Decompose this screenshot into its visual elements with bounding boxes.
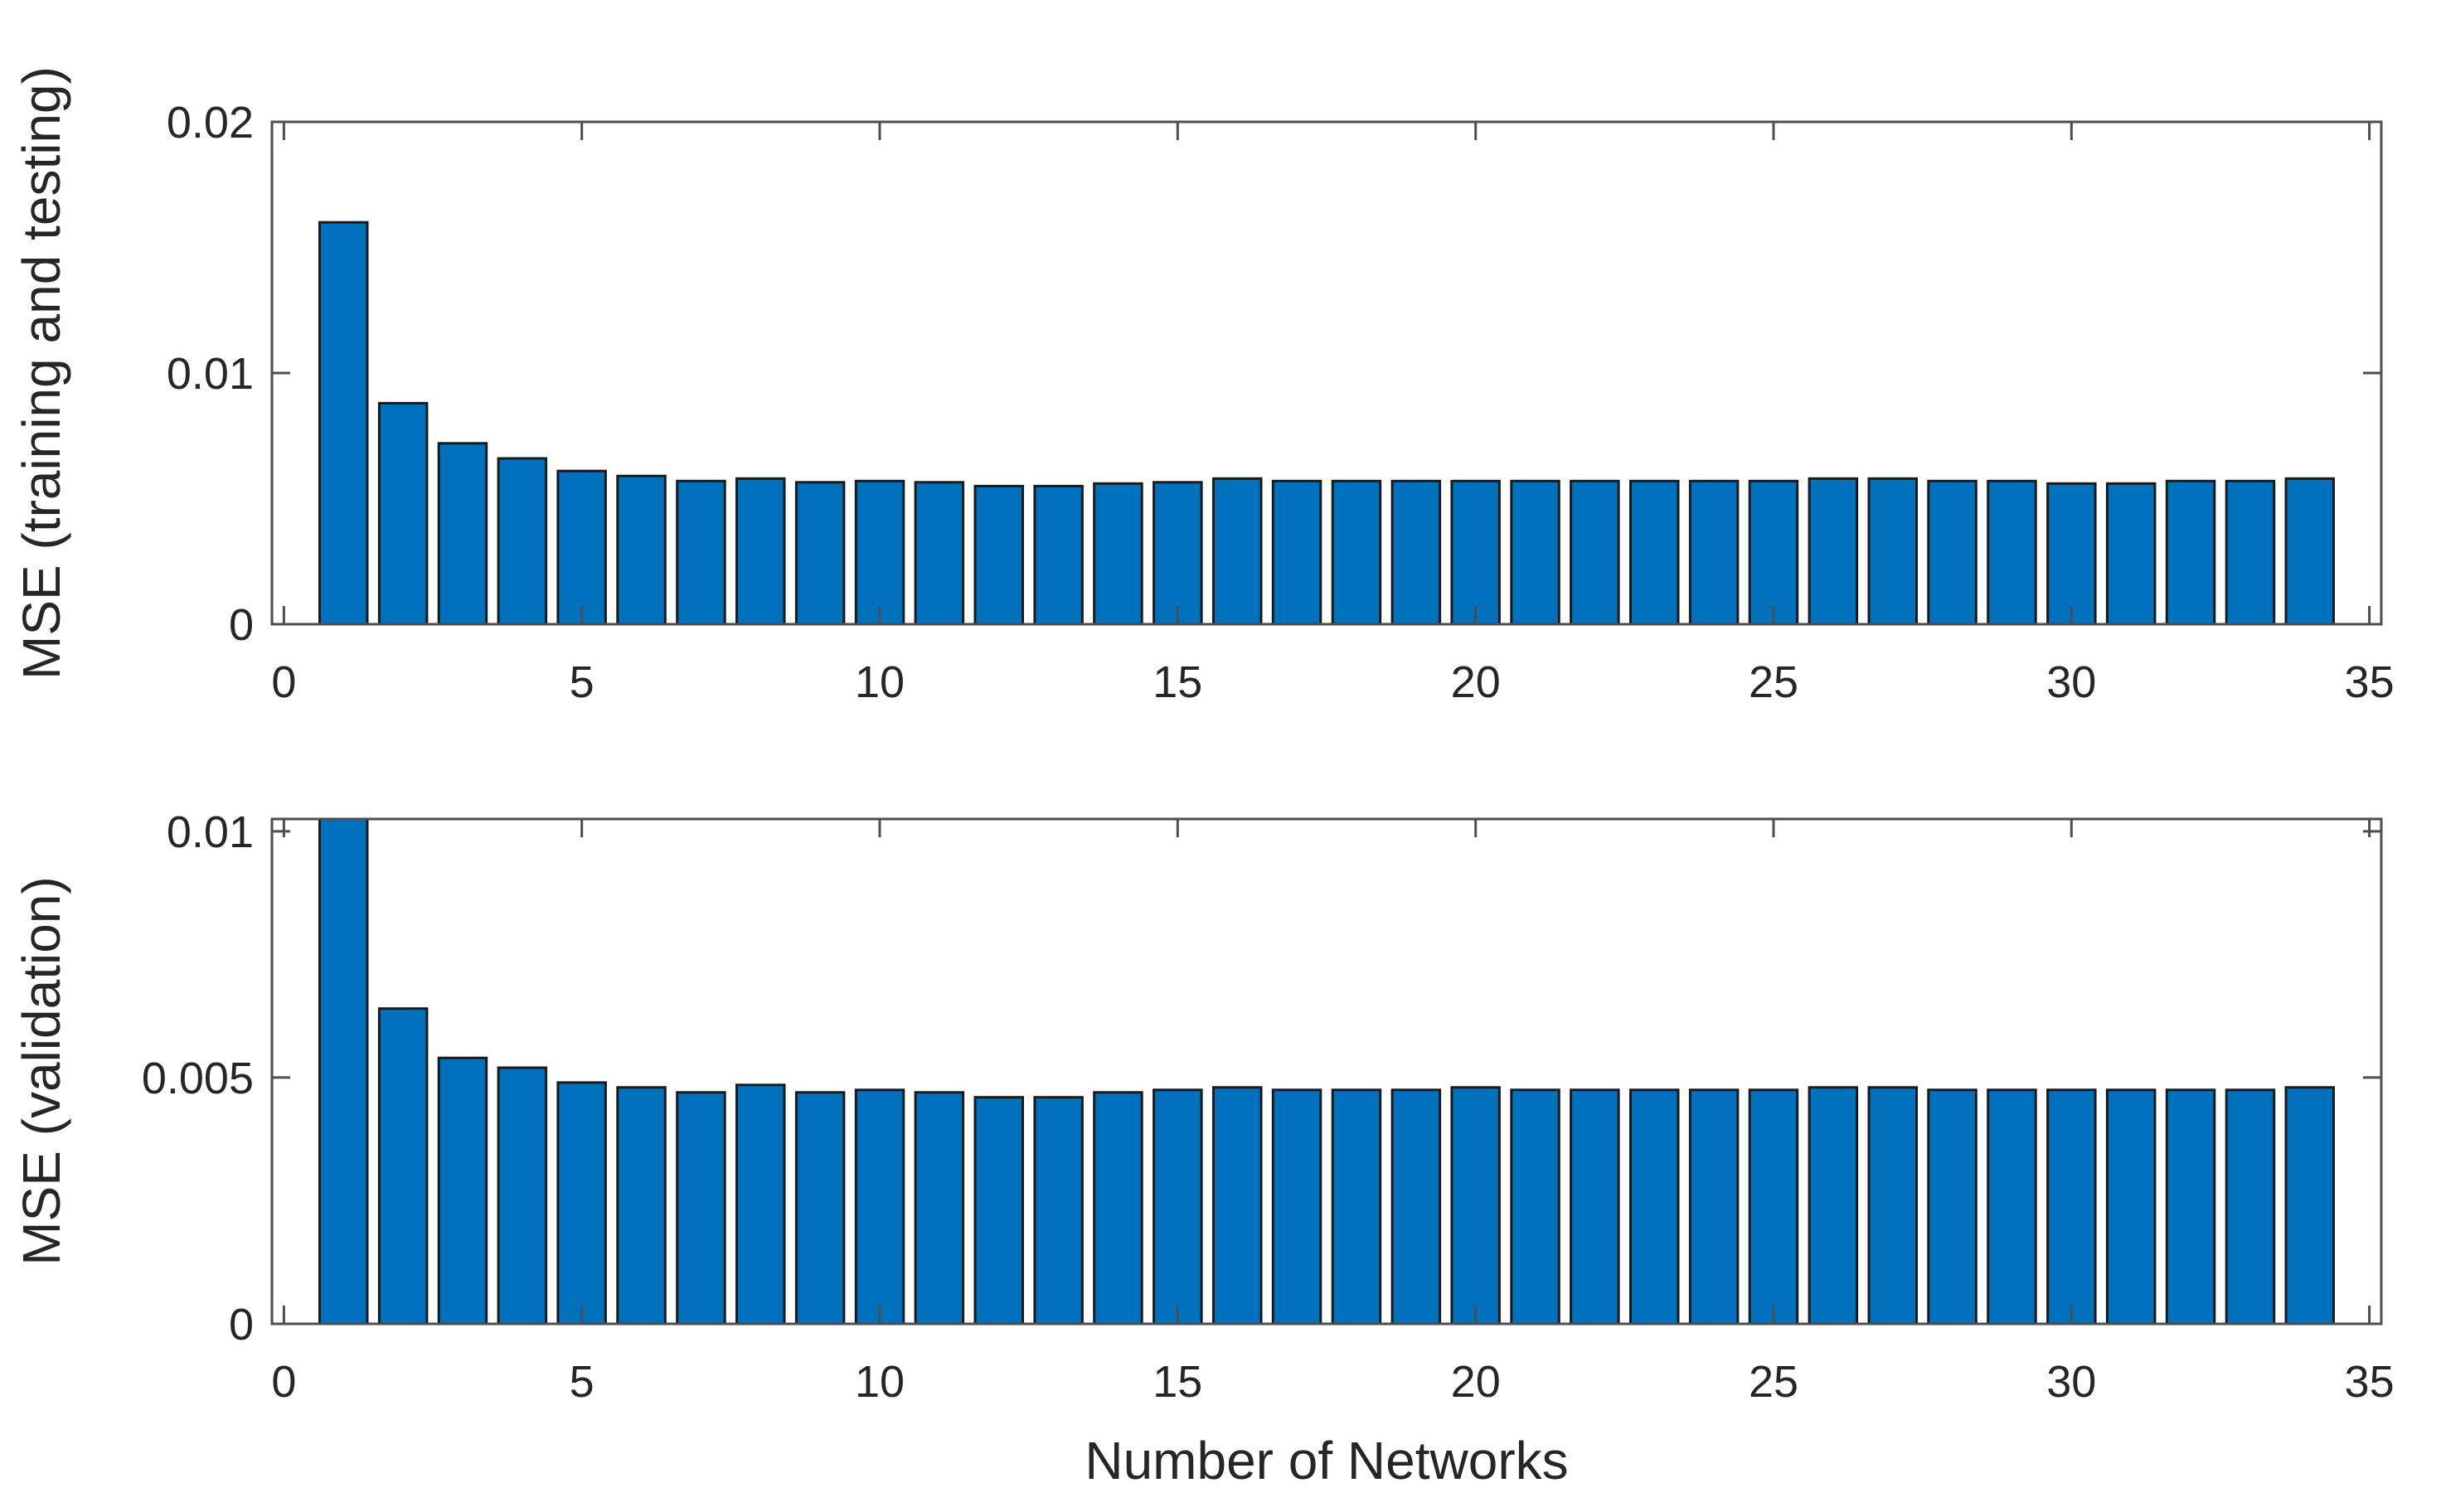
bar [1033, 484, 1084, 626]
bar [1331, 1088, 1382, 1325]
top-chart-mse-training-testing: 0 5 10 15 20 25 30 35 0 0.01 0.02 [167, 98, 2395, 707]
bottom-chart-ylabel: MSE (validation) [12, 876, 71, 1266]
bar [973, 1096, 1024, 1325]
bar [1748, 1088, 1799, 1325]
bar [1570, 1088, 1620, 1325]
bottom-chart-xlabel: Number of Networks [1085, 1431, 1568, 1490]
bar [794, 481, 846, 626]
bar [1808, 1086, 1859, 1325]
bar [1987, 479, 2037, 626]
x-tick-label: 0 [271, 657, 296, 707]
bottom-chart-mse-validation: 0 5 10 15 20 25 30 35 0 0.005 0.01 [142, 807, 2395, 1407]
x-tick-label: 35 [2345, 657, 2395, 707]
bar [854, 479, 905, 626]
bar [1331, 479, 1382, 626]
bar [1570, 479, 1620, 626]
y-tick-label: 0.01 [167, 349, 254, 399]
bar [556, 469, 607, 626]
bar [1153, 481, 1203, 626]
x-tick-label: 10 [855, 1357, 905, 1407]
bar [1271, 479, 1322, 626]
bar [1212, 477, 1263, 626]
bar [676, 479, 726, 626]
x-tick-label: 30 [2046, 1357, 2096, 1407]
bar [2165, 479, 2216, 626]
bar [2105, 1088, 2157, 1325]
bar [794, 1091, 846, 1325]
bar [973, 484, 1024, 626]
bar [437, 442, 488, 626]
bar [1212, 1086, 1263, 1325]
bar [2046, 482, 2097, 626]
bar [556, 1081, 607, 1325]
x-tick-label: 20 [1451, 1357, 1501, 1407]
bar [1093, 1091, 1143, 1325]
bar [318, 817, 369, 1325]
bar [1153, 1088, 1203, 1325]
bar [1450, 479, 1501, 626]
bar [735, 477, 786, 626]
bar [2284, 1086, 2335, 1325]
bar [2165, 1088, 2216, 1325]
bar [914, 481, 965, 626]
bar [854, 1088, 905, 1325]
y-tick-label: 0.02 [167, 98, 254, 148]
bar [1450, 1086, 1501, 1325]
bar [1987, 1088, 2037, 1325]
bar [1510, 1088, 1560, 1325]
bar [2105, 482, 2157, 626]
bar [377, 1007, 429, 1325]
bar [2046, 1088, 2097, 1325]
bar [2225, 479, 2276, 626]
x-tick-label: 5 [570, 1357, 594, 1407]
bar [1808, 477, 1859, 626]
bar [1927, 1088, 1978, 1325]
y-tick-label: 0 [229, 1300, 254, 1350]
bar [1093, 482, 1143, 626]
x-tick-label: 25 [1749, 657, 1798, 707]
y-tick-label: 0 [229, 600, 254, 650]
bar [1271, 1088, 1322, 1325]
bar [616, 474, 667, 626]
bar [1867, 1086, 1918, 1325]
bar [1688, 479, 1740, 626]
x-tick-label: 0 [271, 1357, 296, 1407]
bar [1390, 1088, 1442, 1325]
bar [1688, 1088, 1740, 1325]
x-tick-label: 15 [1153, 657, 1202, 707]
bar [1033, 1096, 1084, 1325]
bar [1390, 479, 1442, 626]
bar [2284, 477, 2335, 626]
y-tick-label: 0.005 [142, 1054, 254, 1103]
x-tick-label: 15 [1153, 1357, 1202, 1407]
x-tick-label: 35 [2345, 1357, 2395, 1407]
bar [1510, 479, 1560, 626]
bar [1629, 479, 1680, 626]
bar [1867, 477, 1918, 626]
bar [497, 457, 548, 626]
bar [1927, 479, 1978, 626]
bar [497, 1066, 548, 1325]
bar [1629, 1088, 1680, 1325]
bar [616, 1086, 667, 1325]
bar [318, 220, 369, 626]
top-chart-ylabel: MSE (training and testing) [12, 66, 71, 680]
bar [676, 1091, 726, 1325]
x-tick-label: 25 [1749, 1357, 1798, 1407]
x-tick-label: 20 [1451, 657, 1501, 707]
y-tick-label: 0.01 [167, 807, 254, 857]
bar [437, 1056, 488, 1325]
x-tick-label: 10 [855, 657, 905, 707]
bar [735, 1083, 786, 1325]
bar [914, 1091, 965, 1325]
bar [2225, 1088, 2276, 1325]
bar [1748, 479, 1799, 626]
bar [377, 401, 429, 626]
axes-box [270, 817, 2383, 1325]
x-tick-label: 30 [2046, 657, 2096, 707]
x-tick-label: 5 [570, 657, 594, 707]
